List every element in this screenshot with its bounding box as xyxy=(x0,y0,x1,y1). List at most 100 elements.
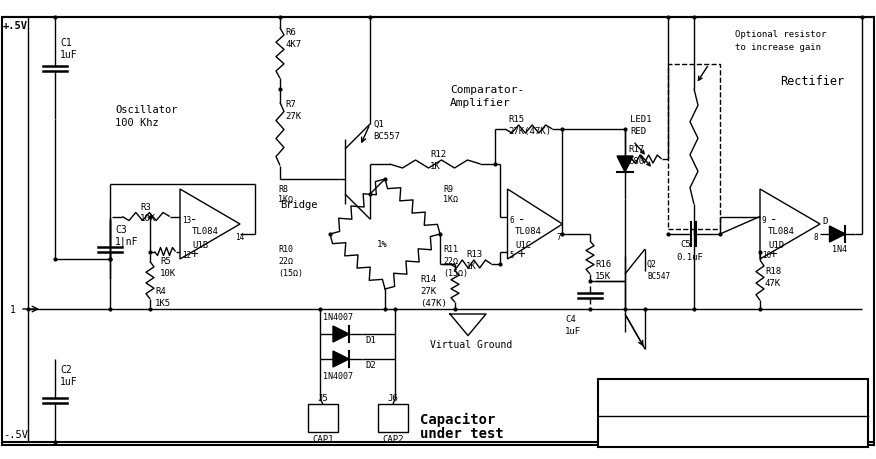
Text: 10K: 10K xyxy=(160,269,176,278)
Text: 27K: 27K xyxy=(285,112,301,121)
Text: R4: R4 xyxy=(155,287,166,296)
Text: Capacitor ESR meter: Capacitor ESR meter xyxy=(602,381,731,391)
Text: D2: D2 xyxy=(365,360,376,369)
Polygon shape xyxy=(333,326,349,342)
Text: 1uF: 1uF xyxy=(60,376,78,386)
Bar xyxy=(378,404,408,432)
Text: Virtual Ground: Virtual Ground xyxy=(430,339,512,349)
Text: 1N4007: 1N4007 xyxy=(323,371,353,380)
Text: D: D xyxy=(822,217,827,225)
Text: C4: C4 xyxy=(565,314,576,323)
Text: 47K: 47K xyxy=(765,279,781,288)
Text: CAP1: CAP1 xyxy=(312,434,334,443)
Text: TL084: TL084 xyxy=(515,226,542,235)
Text: 5: 5 xyxy=(510,251,514,259)
Text: R17: R17 xyxy=(628,145,644,154)
Text: 1uF: 1uF xyxy=(565,326,581,335)
Text: 10: 10 xyxy=(762,251,771,259)
Text: BC547: BC547 xyxy=(647,271,670,280)
Text: Q1: Q1 xyxy=(373,120,384,129)
Text: (47K): (47K) xyxy=(420,298,447,308)
Text: J5: J5 xyxy=(318,393,328,402)
Text: (15Ω): (15Ω) xyxy=(443,269,468,277)
Text: Comparator-: Comparator- xyxy=(450,85,524,95)
Text: 14: 14 xyxy=(235,233,244,242)
Text: C1: C1 xyxy=(60,38,72,48)
Text: is based on http://www.nuovaelettronica.it/it/rivist: is based on http://www.nuovaelettronica.… xyxy=(602,432,862,442)
Text: R13: R13 xyxy=(466,249,482,258)
Text: R12: R12 xyxy=(430,150,446,159)
Bar xyxy=(598,379,868,447)
Text: 27K(47K): 27K(47K) xyxy=(508,127,551,136)
Text: R18: R18 xyxy=(765,267,781,276)
Text: Optional resistor: Optional resistor xyxy=(735,30,826,39)
Text: 1K: 1K xyxy=(430,162,441,171)
Text: Al: Al xyxy=(851,381,864,391)
Text: 680: 680 xyxy=(628,157,644,166)
Text: to increase gain: to increase gain xyxy=(735,43,821,52)
Text: 4K7: 4K7 xyxy=(285,40,301,49)
Text: Oscillator: Oscillator xyxy=(115,105,178,115)
Text: Capacitor: Capacitor xyxy=(420,412,495,426)
Text: 1uF: 1uF xyxy=(60,50,78,60)
Text: 0.1uF: 0.1uF xyxy=(676,252,703,262)
Text: Based on http://www.qsl.net/iz7ath/web/02_brew.: Based on http://www.qsl.net/iz7ath/web/0… xyxy=(602,420,837,430)
Text: 22Ω: 22Ω xyxy=(443,257,458,265)
Text: R7: R7 xyxy=(285,100,296,109)
Text: R8: R8 xyxy=(278,185,288,194)
Text: 9: 9 xyxy=(762,216,766,224)
Text: -: - xyxy=(190,213,197,225)
Text: 12: 12 xyxy=(182,251,191,259)
Text: U1B: U1B xyxy=(192,241,208,249)
Text: 13: 13 xyxy=(182,216,191,224)
Text: C2: C2 xyxy=(60,364,72,374)
Text: BC557: BC557 xyxy=(373,132,399,141)
Text: 15K: 15K xyxy=(595,271,611,280)
Text: 1KΩ: 1KΩ xyxy=(443,195,458,203)
Text: 7: 7 xyxy=(556,233,562,242)
Text: 10K: 10K xyxy=(140,214,156,223)
Text: 1%: 1% xyxy=(377,240,388,248)
Polygon shape xyxy=(617,157,633,173)
Text: 1: 1 xyxy=(11,304,16,314)
Polygon shape xyxy=(830,226,845,242)
Text: (15Ω): (15Ω) xyxy=(278,269,303,277)
Text: 27K: 27K xyxy=(420,286,436,295)
Text: R9: R9 xyxy=(443,185,453,194)
Text: +: + xyxy=(518,247,525,260)
Polygon shape xyxy=(450,314,486,336)
Text: CAP2: CAP2 xyxy=(382,434,404,443)
Text: R11: R11 xyxy=(443,245,458,253)
Bar xyxy=(668,65,720,230)
Text: +: + xyxy=(190,247,197,260)
Text: 1|nF: 1|nF xyxy=(115,236,138,247)
Text: 1N4: 1N4 xyxy=(832,245,847,253)
Text: R10: R10 xyxy=(278,245,293,253)
Text: Amplifier: Amplifier xyxy=(450,98,511,108)
Text: -: - xyxy=(770,213,778,225)
Text: U1D: U1D xyxy=(768,241,784,249)
Polygon shape xyxy=(333,351,349,367)
Text: 1K5: 1K5 xyxy=(155,299,171,308)
Text: +.5V: +.5V xyxy=(3,21,28,31)
Text: R14: R14 xyxy=(420,274,436,283)
Text: R3: R3 xyxy=(140,202,151,211)
Text: 6: 6 xyxy=(510,216,514,224)
Text: R16: R16 xyxy=(595,259,611,269)
Text: RED: RED xyxy=(630,127,646,136)
Text: TL084: TL084 xyxy=(192,226,219,235)
Text: U1C: U1C xyxy=(515,241,531,249)
Text: Bridge: Bridge xyxy=(280,200,317,210)
Text: 100 Khz: 100 Khz xyxy=(115,118,159,128)
Text: 22Ω: 22Ω xyxy=(278,257,293,265)
Text: J6: J6 xyxy=(387,393,399,402)
Text: 1N4007: 1N4007 xyxy=(323,312,353,321)
Text: R15: R15 xyxy=(508,115,524,124)
Text: TL084: TL084 xyxy=(768,226,795,235)
Text: R6: R6 xyxy=(285,28,296,37)
Text: Rectifier: Rectifier xyxy=(780,75,844,88)
Text: 1K: 1K xyxy=(466,262,477,270)
Text: -.5V: -.5V xyxy=(3,429,28,439)
Text: LED1: LED1 xyxy=(630,115,652,124)
Text: Q2: Q2 xyxy=(647,259,657,269)
